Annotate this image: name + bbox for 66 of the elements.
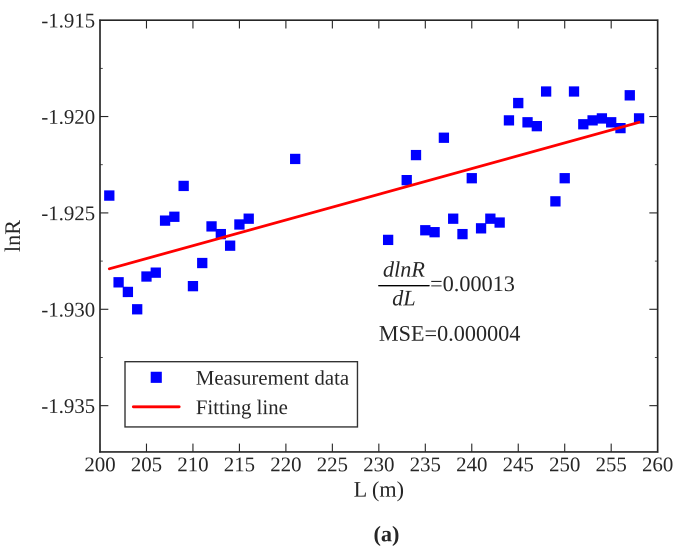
point	[402, 174, 412, 186]
point	[568, 86, 580, 97]
point	[504, 115, 514, 126]
annotation: dlnR	[384, 261, 425, 277]
point	[290, 154, 300, 164]
point	[150, 268, 161, 278]
x-tick-label: 250	[550, 457, 580, 472]
x-tick-label: 240	[457, 457, 487, 472]
y-tick-label: -1.915	[42, 14, 94, 28]
annotation: dL	[392, 290, 415, 306]
x-axis-title: L (m)	[354, 481, 404, 502]
point	[438, 132, 450, 143]
point	[188, 281, 198, 292]
y-tick-label: -1.930	[42, 302, 94, 317]
point	[485, 214, 496, 224]
point	[169, 212, 180, 222]
point	[429, 227, 440, 238]
x-tick-label: 230	[364, 457, 394, 472]
y-axis-title: lnR	[4, 220, 20, 252]
annotation: MSE=0.000004	[379, 326, 520, 342]
legend-label: Measurement data	[196, 370, 349, 385]
x-tick-label: 215	[224, 457, 254, 472]
point	[420, 225, 430, 236]
x-tick-label: 245	[504, 457, 534, 472]
x-tick-label: 225	[318, 457, 348, 472]
point	[560, 173, 570, 184]
point	[122, 286, 134, 298]
point	[410, 150, 422, 160]
annotation: =0.00013	[431, 276, 514, 292]
point	[578, 119, 588, 130]
point	[113, 277, 124, 288]
point	[522, 117, 533, 128]
point	[540, 86, 552, 97]
x-tick-label: 260	[642, 457, 672, 472]
y-tick-label: -1.935	[42, 399, 94, 414]
point	[234, 219, 245, 230]
point	[624, 90, 635, 100]
point	[457, 228, 468, 240]
point	[606, 117, 616, 128]
point	[448, 214, 458, 224]
point	[550, 196, 561, 206]
point	[132, 304, 142, 314]
point	[224, 240, 236, 251]
y-tick-label: -1.920	[42, 110, 94, 124]
y-tick-label: -1.925	[42, 206, 94, 220]
point	[382, 234, 394, 246]
x-tick-label: 200	[85, 457, 115, 472]
point	[466, 173, 477, 184]
point	[197, 258, 208, 268]
point	[160, 215, 170, 226]
x-tick-label: 220	[271, 457, 301, 472]
point	[178, 180, 189, 192]
text: (a)	[374, 526, 398, 546]
point	[476, 223, 486, 234]
point	[494, 217, 505, 228]
point	[513, 98, 524, 108]
point	[206, 221, 217, 232]
x-tick-label: 210	[178, 457, 208, 472]
x-tick-label: 205	[132, 457, 162, 472]
point	[596, 113, 608, 124]
point	[244, 214, 254, 224]
legend-label: Fitting line	[196, 400, 288, 419]
x-tick-label: 255	[596, 457, 626, 472]
point	[532, 121, 542, 132]
point	[104, 190, 114, 201]
x-tick-label: 235	[410, 457, 440, 472]
